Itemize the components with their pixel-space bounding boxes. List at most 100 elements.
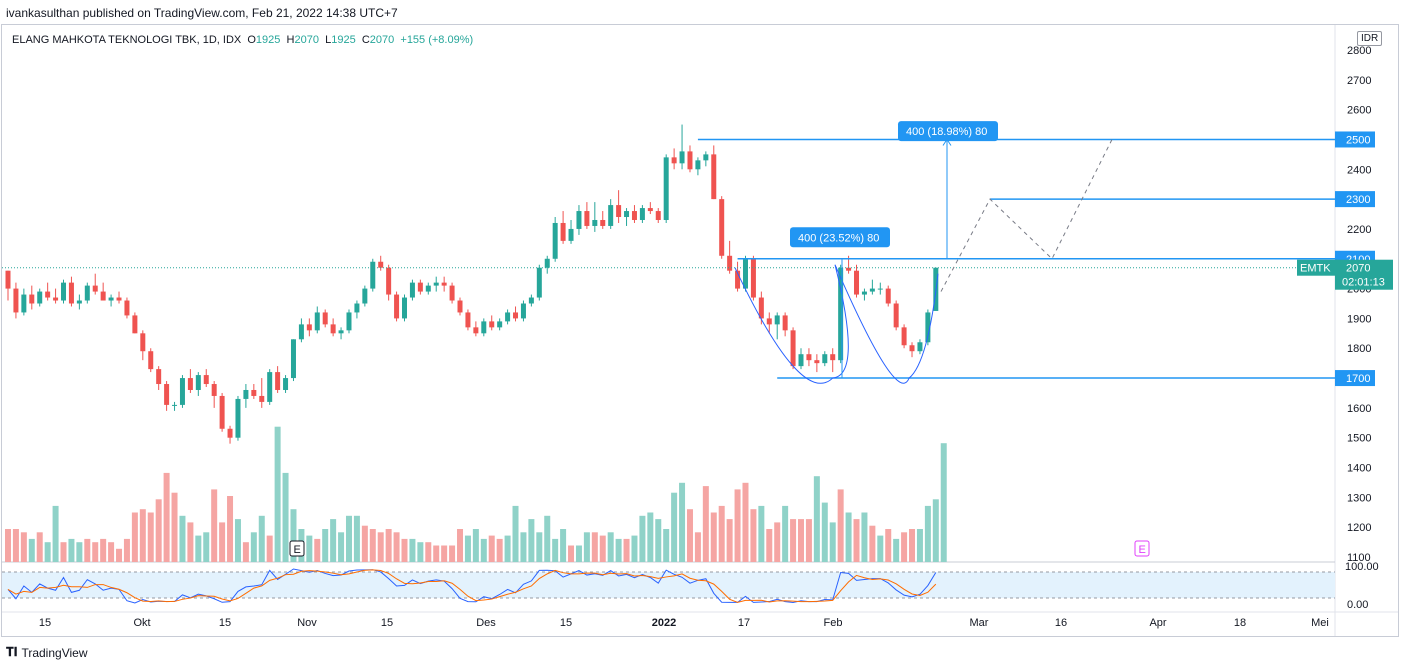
volume-bar [758, 505, 765, 562]
price-tick-label: 2600 [1347, 105, 1371, 117]
candle-body [164, 384, 170, 405]
legend-open-label: O [247, 34, 256, 46]
candle-body [441, 282, 447, 286]
volume-bar [433, 545, 440, 562]
candle-body [592, 219, 598, 226]
candle-body [84, 285, 90, 301]
candle-body [806, 354, 812, 361]
candle-body [465, 312, 471, 328]
volume-bar [782, 505, 789, 562]
legend-high: 2070 [294, 34, 319, 46]
candle-body [576, 211, 582, 229]
oscillator-d-line [7, 569, 937, 603]
volume-bar [274, 426, 281, 562]
volume-bar [861, 512, 868, 562]
earnings-marker-box [1134, 540, 1150, 557]
publisher-line: ivankasulthan published on TradingView.c… [6, 6, 398, 20]
volume-bar [607, 532, 614, 562]
candle-body [616, 205, 622, 218]
candle-body [322, 312, 328, 325]
candle-body [338, 330, 344, 334]
volume-bar [409, 538, 416, 562]
volume-bar [330, 519, 337, 562]
candle-body [283, 378, 289, 390]
candle-body [814, 360, 820, 364]
volume-bar [924, 505, 931, 562]
volume-bar [84, 538, 91, 562]
symbol-legend: ELANG MAHKOTA TEKNOLOGI TBK, 1D, IDX O19… [12, 34, 473, 46]
measurement-label-box [790, 227, 890, 248]
volume-bar [829, 522, 836, 562]
currency-badge[interactable]: IDR [1357, 31, 1383, 46]
volume-bar [599, 535, 606, 562]
candle-body [695, 160, 701, 170]
candle-body [195, 375, 201, 390]
volume-bar [901, 532, 908, 562]
measurement-label-text: 400 (18.98%) 80 [906, 126, 987, 138]
tradingview-logo-icon: 𝐓𝐈 [6, 645, 18, 659]
volume-bar [813, 476, 820, 562]
volume-bar [322, 529, 329, 562]
volume-bar [44, 542, 51, 562]
level-label-text: 1700 [1346, 373, 1370, 385]
level-label-text: 2300 [1346, 194, 1370, 206]
volume-bar [591, 532, 598, 562]
volume-bar [655, 519, 662, 562]
candle-body [687, 151, 693, 170]
double-bottom-curve [734, 264, 939, 384]
volume-bar [377, 532, 384, 562]
candle-body [909, 345, 915, 352]
candle-body [624, 211, 630, 218]
volume-bar [282, 472, 289, 562]
volume-bar [401, 538, 408, 562]
volume-bar [393, 532, 400, 562]
candle-body [505, 312, 511, 322]
volume-bar [932, 499, 939, 562]
level-label-text: 2500 [1346, 134, 1370, 146]
candle-body [600, 219, 606, 226]
volume-bar [544, 515, 551, 562]
candle-body [584, 211, 590, 226]
candle-body [267, 372, 273, 402]
candle-body [235, 398, 241, 438]
volume-bar [123, 538, 130, 562]
candle-body [116, 297, 122, 301]
volume-bar [131, 512, 138, 562]
legend-high-label: H [286, 34, 295, 46]
candle-body [735, 270, 741, 289]
volume-bar [195, 535, 202, 562]
symbol-tag-box [1297, 259, 1337, 276]
candle-body [552, 222, 558, 259]
oscillator-tick-label: 0.00 [1347, 599, 1368, 611]
candle-body [750, 258, 756, 298]
volume-bar [155, 499, 162, 562]
volume-bar [837, 489, 844, 562]
candle-body [742, 258, 748, 289]
candle-body [132, 315, 138, 334]
volume-bar [464, 535, 471, 562]
volume-bar [766, 529, 773, 562]
footer-brand-label: TradingView [21, 645, 88, 660]
price-tick-label: 2800 [1347, 45, 1371, 57]
volume-bar [369, 529, 376, 562]
legend-low-label: L [325, 34, 332, 46]
candle-body [917, 342, 923, 352]
volume-bar [171, 492, 178, 562]
footer-brand[interactable]: 𝐓𝐈 TradingView [6, 645, 88, 660]
candle-body [782, 315, 788, 331]
time-tick-label: 15 [560, 617, 572, 629]
volume-bar [512, 505, 519, 562]
candle-body [61, 282, 67, 301]
candle-body [473, 327, 479, 334]
volume-bar [417, 542, 424, 562]
volume-bar [496, 538, 503, 562]
candle-body [544, 258, 550, 268]
volume-bar [5, 529, 11, 562]
candle-body [148, 351, 154, 370]
candle-body [838, 267, 844, 361]
time-tick-label: 18 [1234, 617, 1246, 629]
candle-body [861, 291, 867, 295]
price-tick-label: 1400 [1347, 463, 1371, 475]
legend-title: ELANG MAHKOTA TEKNOLOGI TBK, 1D, IDX [12, 34, 242, 46]
